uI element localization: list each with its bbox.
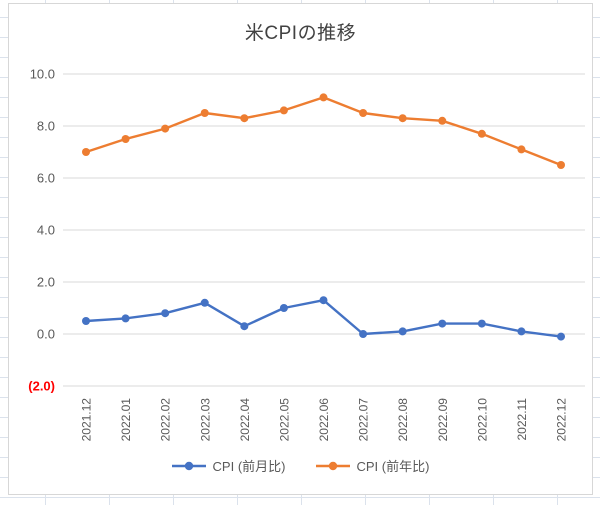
series-point-mom[interactable] <box>517 327 526 336</box>
y-axis-label: 0.0 <box>37 327 55 342</box>
x-axis-label: 2022.10 <box>475 398 489 442</box>
series-point-mom[interactable] <box>359 330 368 338</box>
x-axis-label: 2022.12 <box>555 398 569 442</box>
x-axis-label: 2022.05 <box>277 398 291 442</box>
series-point-yoy[interactable] <box>279 106 288 115</box>
legend-item-yoy[interactable]: CPI (前年比) <box>315 456 430 475</box>
chart-container[interactable]: 米CPIの推移 10.0 8.0 6.0 4.0 2.0 0.0 (2.0) 2021.12 2… <box>8 3 593 495</box>
series-point-mom[interactable] <box>161 309 170 318</box>
series-point-yoy[interactable] <box>557 161 565 169</box>
x-axis-label: 2022.03 <box>198 398 212 442</box>
series-point-mom[interactable] <box>240 322 249 331</box>
chart-legend: CPI (前月比) CPI (前年比) <box>9 456 592 475</box>
x-axis-label: 2022.06 <box>317 398 331 442</box>
x-axis-label: 2022.08 <box>396 398 410 442</box>
legend-marker-icon <box>171 461 206 470</box>
series-point-mom[interactable] <box>200 298 209 307</box>
series-point-mom[interactable] <box>279 304 288 312</box>
series-line-mom[interactable] <box>84 299 563 338</box>
x-axis-label: 2022.02 <box>159 398 173 442</box>
series-point-mom[interactable] <box>82 317 90 325</box>
series-point-yoy[interactable] <box>121 135 130 143</box>
series-point-yoy[interactable] <box>359 109 368 117</box>
series-point-yoy[interactable] <box>517 145 526 154</box>
series-point-yoy[interactable] <box>240 114 249 123</box>
series-point-mom[interactable] <box>398 327 407 336</box>
y-axis-label: (2.0) <box>28 379 55 394</box>
series-point-mom[interactable] <box>477 319 486 328</box>
series-point-mom[interactable] <box>438 319 447 328</box>
series-point-yoy[interactable] <box>319 93 328 102</box>
series-point-mom[interactable] <box>557 332 565 341</box>
x-axis-label: 2022.11 <box>515 398 529 441</box>
series-point-mom[interactable] <box>319 296 328 305</box>
x-axis-label: 2021.12 <box>80 398 94 442</box>
series-point-yoy[interactable] <box>398 114 407 123</box>
series-point-yoy[interactable] <box>200 109 209 117</box>
x-axis-label: 2022.04 <box>238 398 252 442</box>
legend-label: CPI (前月比) <box>212 459 286 474</box>
chart-title: 米CPIの推移 <box>244 23 357 44</box>
line-chart-plot-area: 10.0 8.0 6.0 4.0 2.0 0.0 (2.0) 2021.12 2022.01 20… <box>28 67 585 442</box>
series-line-yoy[interactable] <box>84 96 563 167</box>
series-point-yoy[interactable] <box>161 124 170 133</box>
series-point-mom[interactable] <box>121 314 130 323</box>
legend-label: CPI (前年比) <box>356 459 430 474</box>
y-axis-label: 8.0 <box>37 119 55 134</box>
x-axis-label: 2022.01 <box>119 398 133 442</box>
legend-marker-icon <box>315 461 350 470</box>
series-point-yoy[interactable] <box>82 148 90 156</box>
x-axis-label: 2022.09 <box>436 398 450 442</box>
series-point-yoy[interactable] <box>438 116 447 125</box>
y-axis-label: 10.0 <box>30 67 55 82</box>
y-axis-label: 6.0 <box>37 171 55 186</box>
x-axis-label: 2022.07 <box>357 398 371 442</box>
y-axis-label: 4.0 <box>37 223 55 238</box>
y-axis-label: 2.0 <box>37 275 55 290</box>
legend-item-mom[interactable]: CPI (前月比) <box>171 456 286 475</box>
series-point-yoy[interactable] <box>477 129 486 138</box>
